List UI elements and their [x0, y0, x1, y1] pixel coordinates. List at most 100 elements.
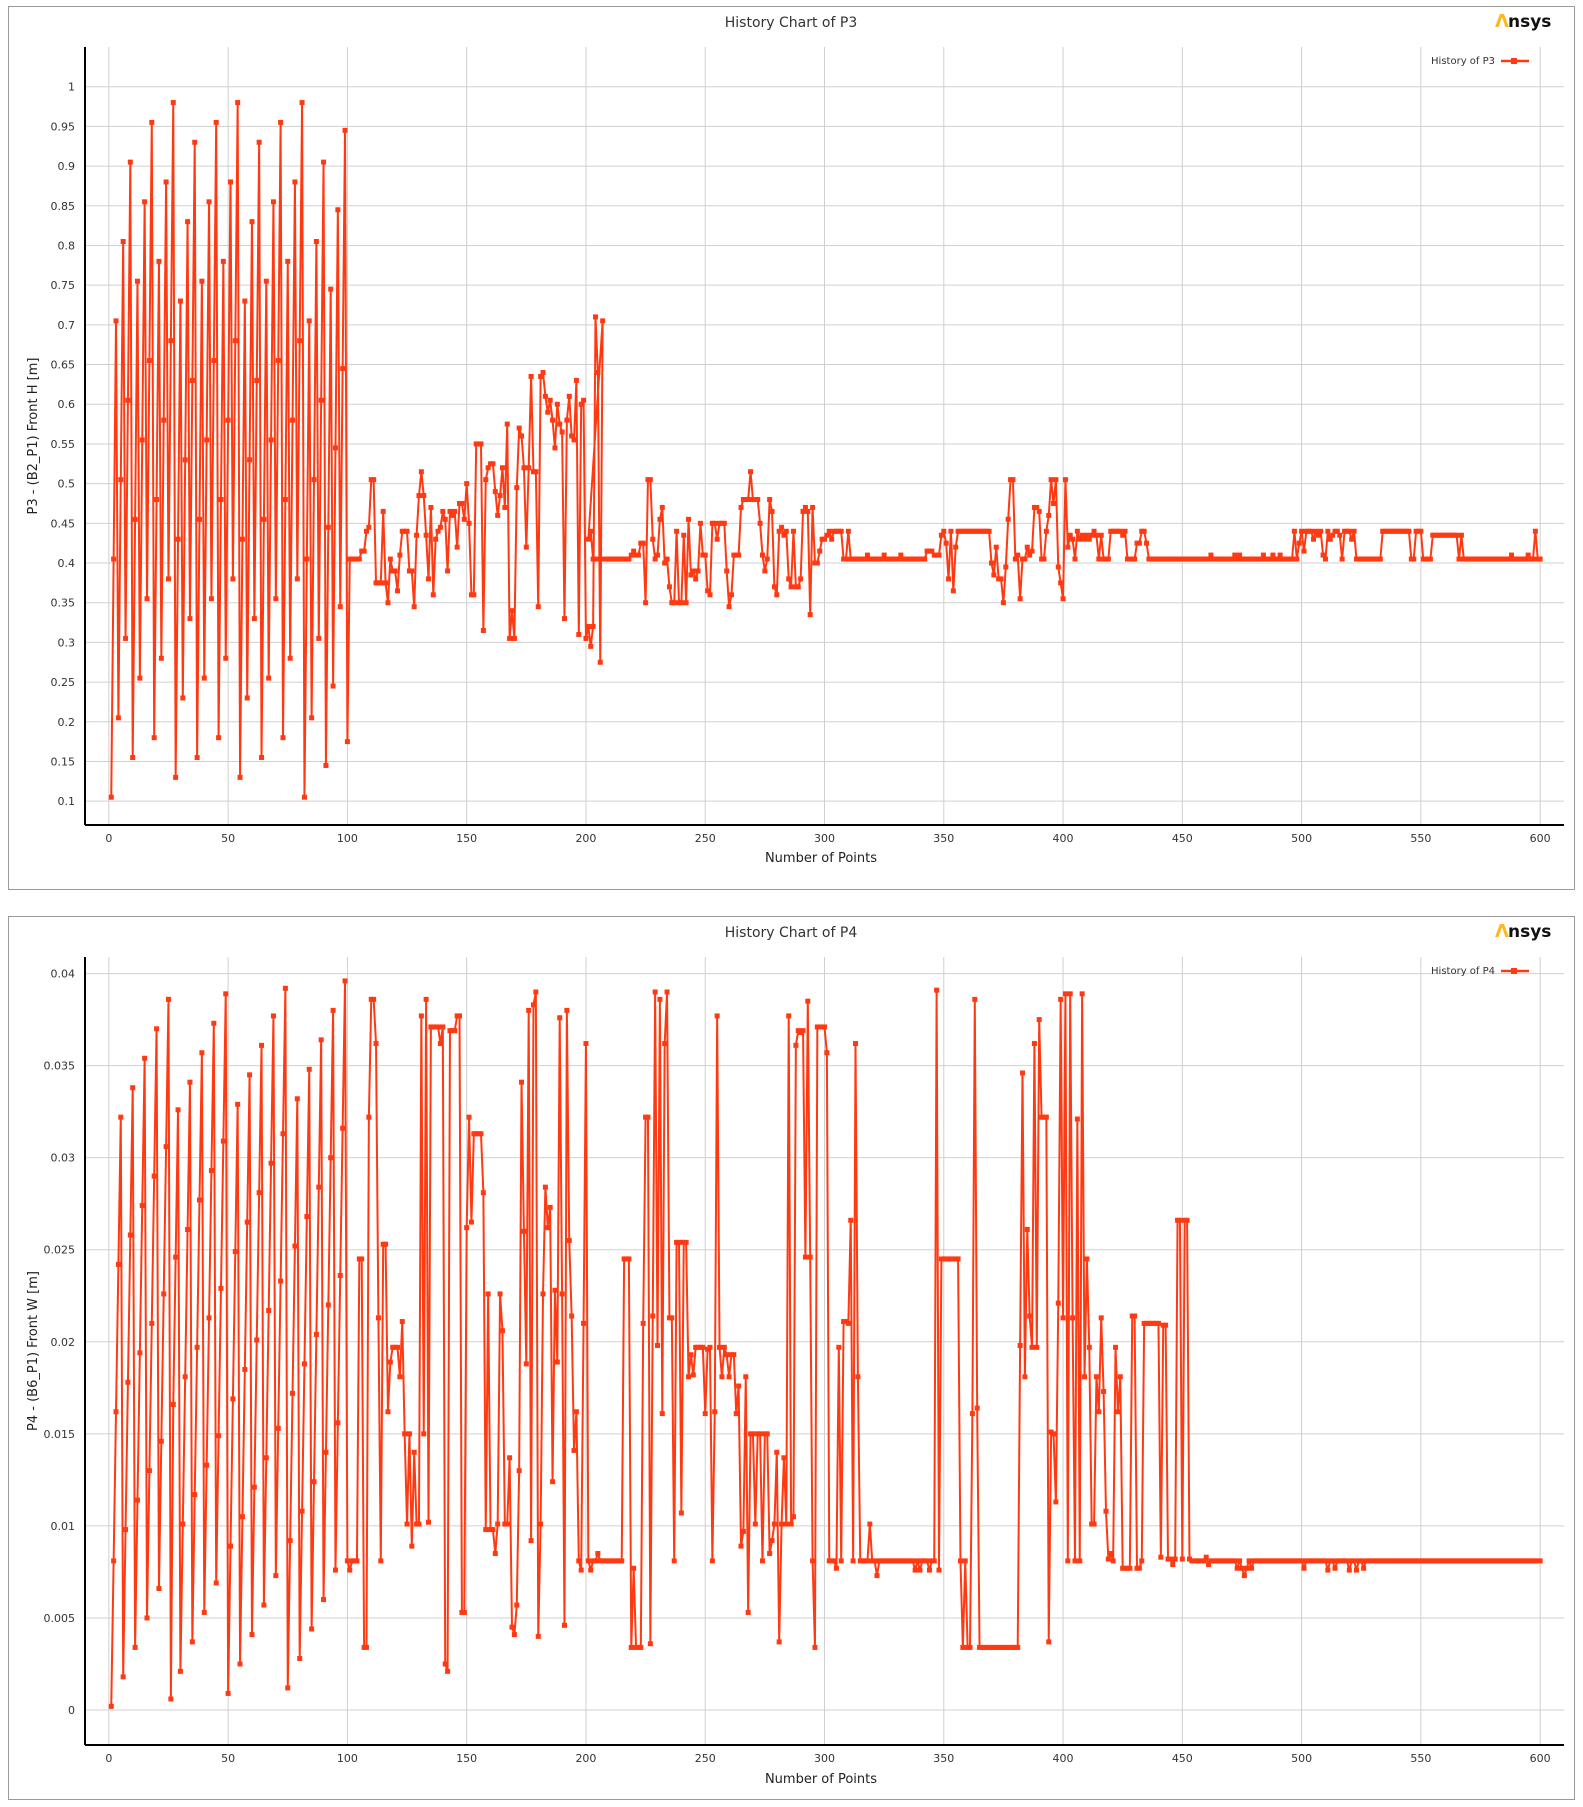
- data-point: [1012, 556, 1018, 562]
- data-point: [640, 540, 646, 546]
- data-point: [254, 1337, 260, 1343]
- data-point: [1136, 540, 1142, 546]
- chart-panel-p3: History Chart of P3 Λ nsys P3 - (B2_P1) …: [8, 6, 1575, 890]
- data-point: [521, 465, 527, 471]
- data-point: [490, 1527, 496, 1533]
- data-point: [1034, 504, 1040, 510]
- data-point: [807, 1254, 813, 1260]
- data-point: [1301, 1565, 1307, 1571]
- data-point: [385, 600, 391, 606]
- y-tick-label: 0.55: [51, 438, 76, 451]
- data-point: [232, 338, 238, 344]
- data-point: [764, 556, 770, 562]
- data-point: [1232, 552, 1238, 558]
- data-point: [1320, 552, 1326, 558]
- data-point: [659, 504, 665, 510]
- data-point: [304, 1214, 310, 1220]
- data-point: [702, 552, 708, 558]
- data-point: [790, 528, 796, 534]
- data-point: [218, 1285, 224, 1291]
- data-point: [285, 258, 291, 264]
- data-point: [1179, 1556, 1185, 1562]
- data-point: [115, 1261, 121, 1267]
- data-point: [686, 516, 692, 522]
- data-point: [199, 1050, 205, 1056]
- data-point: [862, 556, 868, 562]
- data-point: [805, 998, 811, 1004]
- data-point: [736, 1383, 742, 1389]
- data-point: [335, 1420, 341, 1426]
- data-point: [1074, 1116, 1080, 1122]
- data-point: [194, 1344, 200, 1350]
- data-point: [1330, 532, 1336, 538]
- data-point: [535, 1633, 541, 1639]
- data-point: [139, 1203, 145, 1209]
- data-point: [676, 1239, 682, 1245]
- data-point: [409, 568, 415, 574]
- data-point: [652, 989, 658, 995]
- data-point: [292, 179, 298, 185]
- y-tick-label: 0.03: [51, 1152, 76, 1165]
- data-point: [950, 588, 956, 594]
- data-point: [483, 1527, 489, 1533]
- data-point: [547, 397, 553, 403]
- data-point: [1296, 540, 1302, 546]
- data-point: [254, 377, 260, 383]
- data-point: [864, 552, 870, 558]
- data-point: [533, 989, 539, 995]
- data-point: [635, 552, 641, 558]
- data-point: [542, 393, 548, 399]
- chart-panel-p4: History Chart of P4 Λ nsys P4 - (B6_P1) …: [8, 916, 1575, 1800]
- data-point: [731, 1352, 737, 1358]
- data-point: [757, 1431, 763, 1437]
- data-point: [418, 1013, 424, 1019]
- data-point: [528, 373, 534, 379]
- data-point: [1096, 556, 1102, 562]
- data-point: [330, 683, 336, 689]
- chart-title: History Chart of P3: [725, 15, 857, 31]
- data-point: [330, 1007, 336, 1013]
- data-point: [492, 1551, 498, 1557]
- data-point: [111, 556, 117, 562]
- data-point: [483, 477, 489, 483]
- data-point: [249, 1632, 255, 1638]
- data-point: [1232, 1558, 1238, 1564]
- data-point: [118, 1114, 124, 1120]
- data-point: [328, 286, 334, 292]
- data-point: [340, 366, 346, 372]
- data-point: [779, 1521, 785, 1527]
- data-point: [435, 528, 441, 534]
- data-point: [423, 532, 429, 538]
- data-point: [678, 600, 684, 606]
- data-point: [1110, 1558, 1116, 1564]
- data-point: [709, 1558, 715, 1564]
- data-point: [1053, 1499, 1059, 1505]
- data-point: [201, 1609, 207, 1615]
- data-point: [213, 1580, 219, 1586]
- data-point: [142, 199, 148, 205]
- data-point: [1201, 1558, 1207, 1564]
- data-point: [1277, 552, 1283, 558]
- data-point: [578, 401, 584, 407]
- data-point: [552, 445, 558, 451]
- data-point: [690, 1372, 696, 1378]
- data-point: [490, 461, 496, 467]
- data-point: [363, 1644, 369, 1650]
- data-point: [139, 437, 145, 443]
- data-point: [132, 516, 138, 522]
- data-point: [1062, 477, 1068, 483]
- data-point: [781, 532, 787, 538]
- data-point: [1072, 556, 1078, 562]
- data-point: [256, 139, 262, 145]
- data-point: [485, 465, 491, 471]
- data-point: [206, 1315, 212, 1321]
- x-tick-label: 150: [456, 832, 477, 845]
- data-point: [511, 1632, 517, 1638]
- data-point: [774, 1449, 780, 1455]
- data-point: [111, 1558, 117, 1564]
- data-point: [151, 735, 157, 741]
- y-tick-label: 0.6: [58, 398, 76, 411]
- data-point: [1122, 528, 1128, 534]
- data-point: [235, 100, 241, 106]
- data-point: [211, 358, 217, 364]
